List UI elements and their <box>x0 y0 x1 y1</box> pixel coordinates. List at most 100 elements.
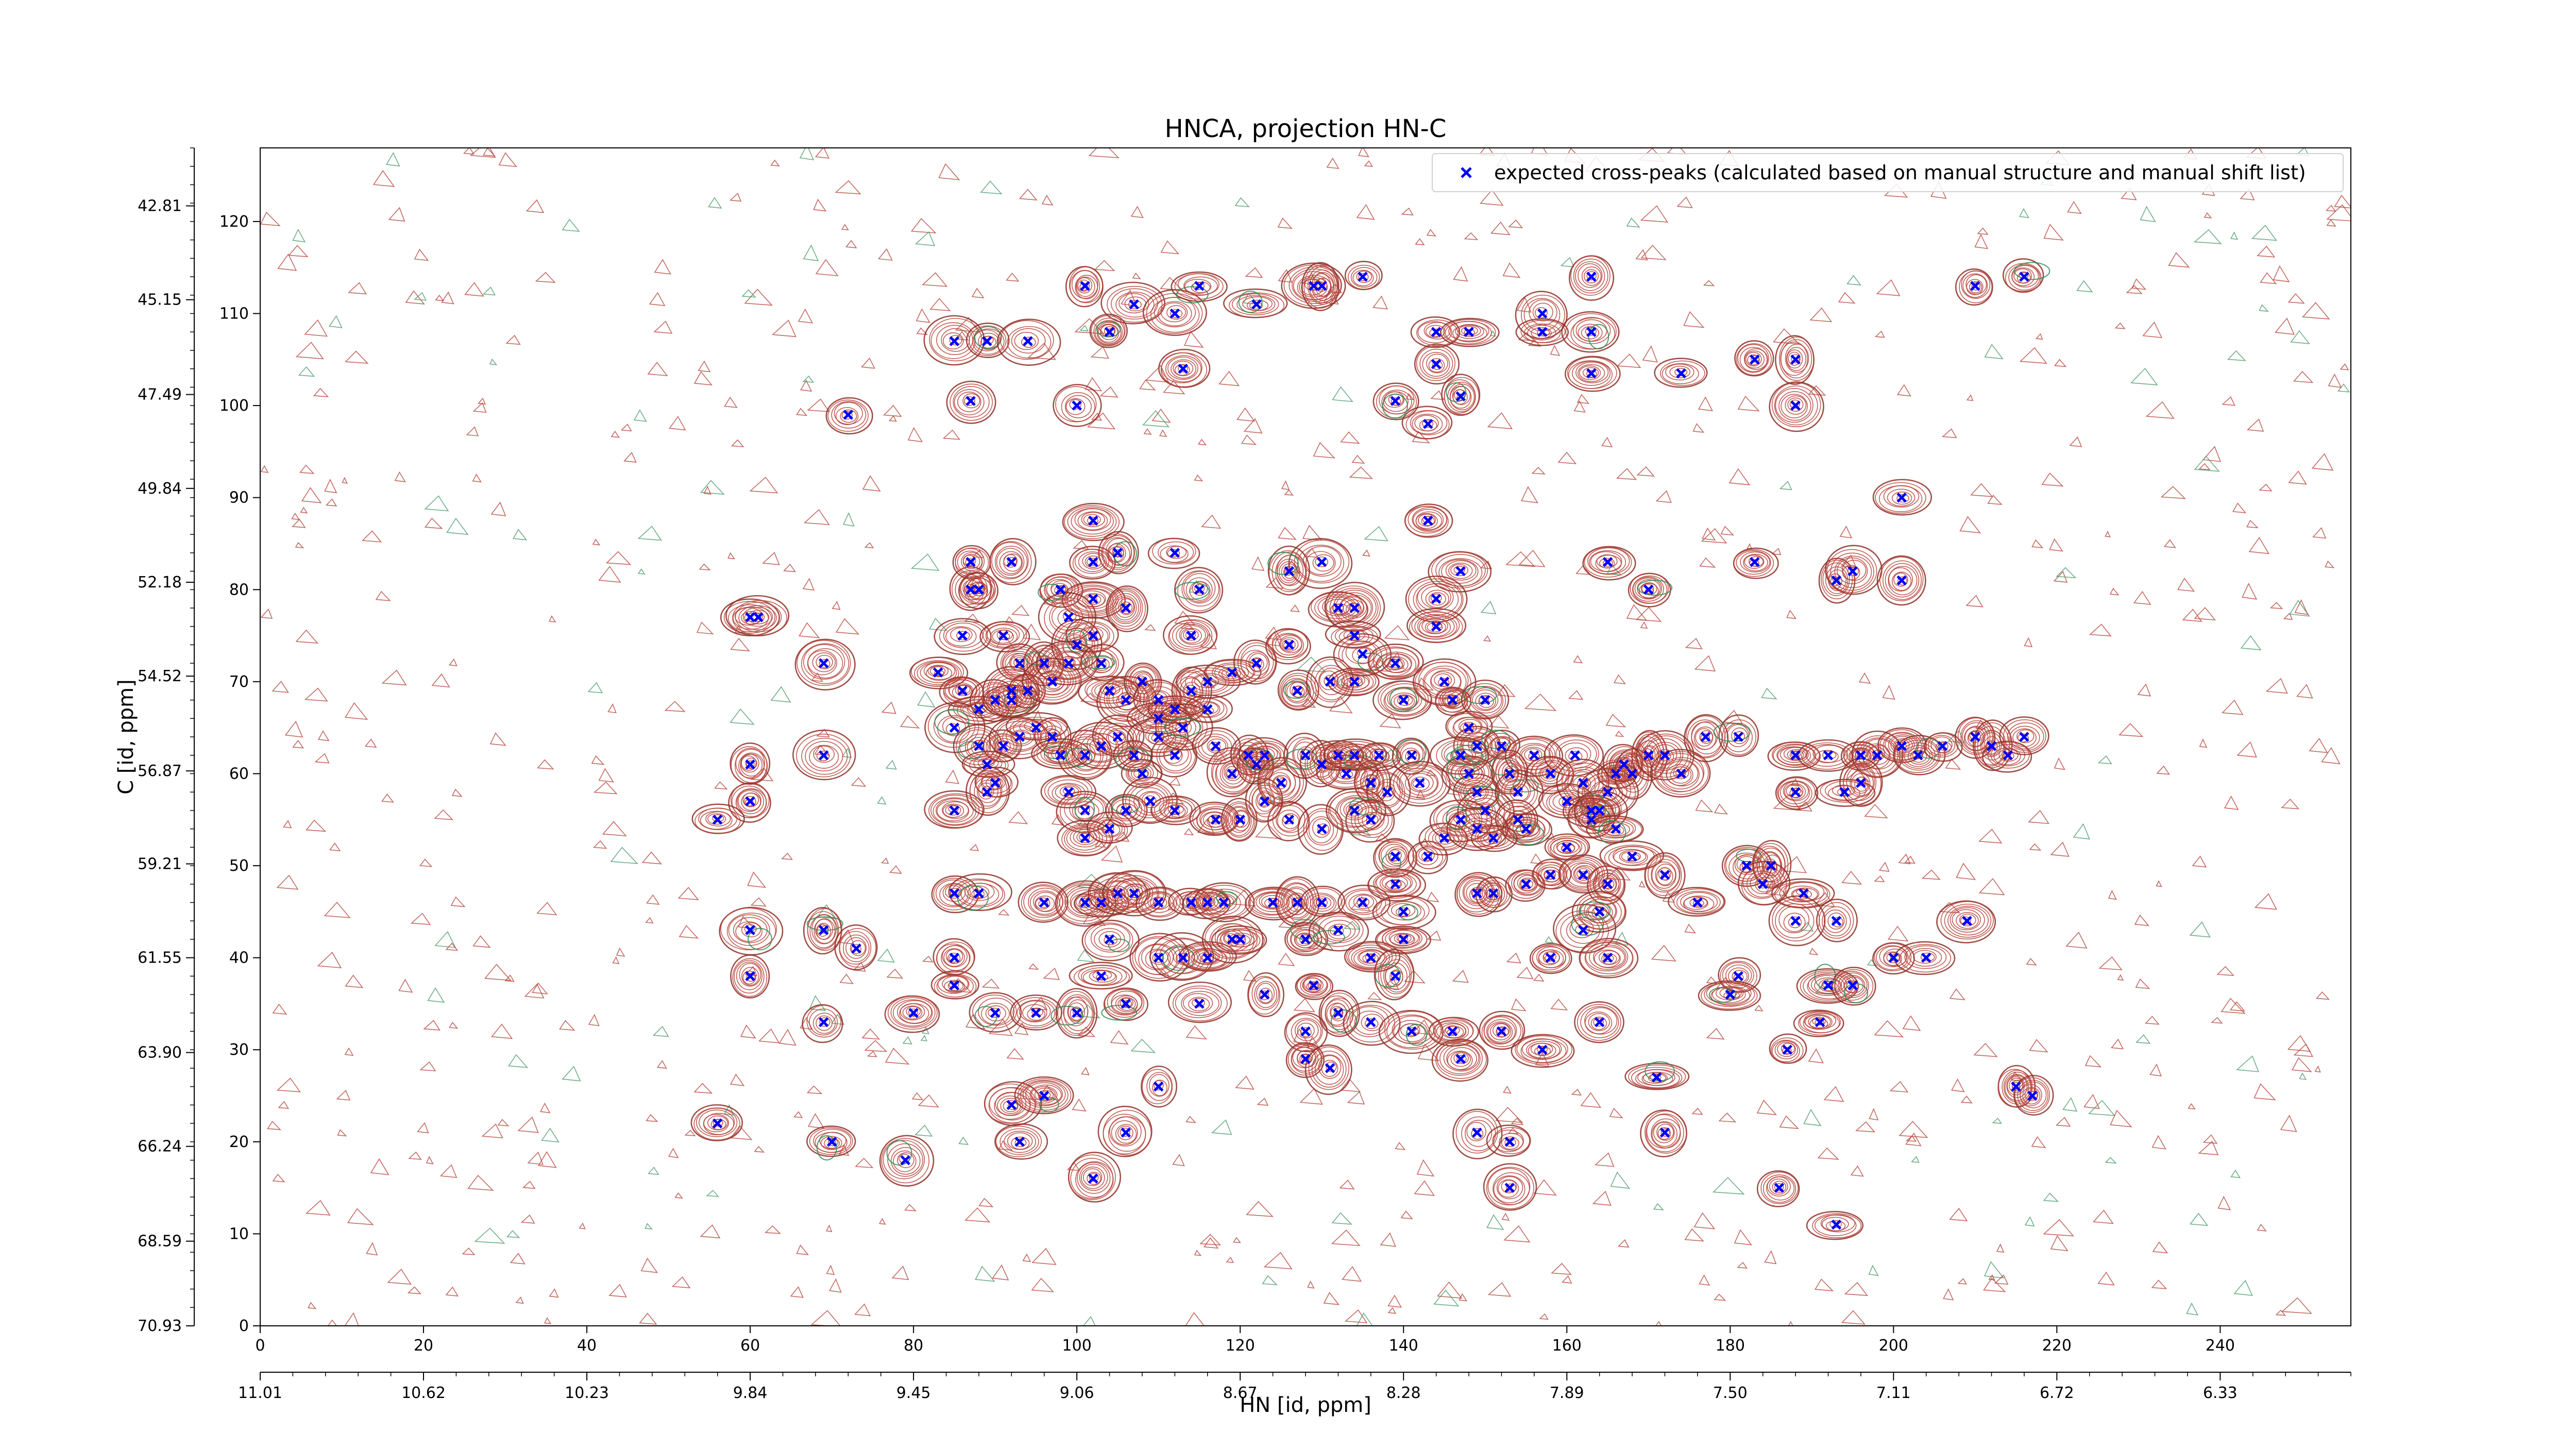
peak-contour <box>1321 1059 1338 1077</box>
noise-contour <box>1533 1179 1557 1196</box>
peak-contour <box>1028 887 1063 916</box>
cross-peak-point <box>2011 1081 2021 1092</box>
noise-contour <box>744 289 773 306</box>
cross-peak-point <box>1537 327 1548 337</box>
peak-contour <box>1090 923 1131 953</box>
noise-contour <box>342 477 348 484</box>
peak-contour <box>1637 579 1661 598</box>
y-ppm-tick-label: 66.24 <box>138 1138 182 1156</box>
peak-contour <box>1021 336 1036 348</box>
peak-contour <box>1314 665 1348 701</box>
peak-contour <box>1719 987 1742 999</box>
peak-contour <box>1176 624 1209 648</box>
noise-contour <box>284 720 303 738</box>
peak-contour <box>1386 880 1402 889</box>
peak-contour <box>1185 577 1213 602</box>
noise-contour <box>2254 893 2277 910</box>
noise-contour <box>1453 266 1468 282</box>
peak-contour <box>1345 641 1377 664</box>
negative-contour <box>1396 739 1427 764</box>
peak-contour <box>1720 961 1757 992</box>
cross-peak-point <box>1480 805 1490 816</box>
noise-contour <box>1539 1313 1549 1320</box>
peak-contour <box>1180 628 1202 644</box>
peak-contour <box>1362 953 1379 964</box>
peak-contour <box>1699 730 1713 744</box>
peak-contour <box>1736 856 1757 873</box>
spectrum-contours <box>260 148 2351 1326</box>
noise-contour <box>2291 1057 2312 1072</box>
noise-contour <box>992 1264 1009 1280</box>
cross-peak-point <box>1178 952 1188 963</box>
cross-peak-point <box>1006 695 1017 705</box>
noise-contour <box>864 542 874 549</box>
noise-contour <box>1699 557 1716 568</box>
noise-contour <box>2230 1169 2241 1178</box>
peak-contour <box>1645 738 1684 771</box>
noise-contour <box>524 983 545 999</box>
noise-contour <box>1185 1116 1197 1123</box>
noise-contour <box>2188 1103 2196 1110</box>
noise-contour <box>1405 393 1415 400</box>
peak-contour <box>1786 349 1803 369</box>
noise-contour <box>1014 1022 1029 1035</box>
noise-contour <box>703 485 711 495</box>
peak-contour <box>1087 558 1098 566</box>
peak-contour <box>1450 564 1468 577</box>
peak-contour <box>807 650 837 676</box>
noise-contour <box>1737 1261 1748 1269</box>
noise-contour <box>664 701 686 712</box>
noise-contour <box>1850 1165 1864 1177</box>
peak-contour <box>2016 272 2031 284</box>
cross-peak-point <box>1194 999 1205 1009</box>
peak-contour <box>948 981 959 988</box>
cross-peak-point <box>1210 741 1221 751</box>
noise-contour <box>727 552 735 560</box>
noise-contour <box>362 530 382 543</box>
peak-contour <box>1815 750 1839 764</box>
noise-contour <box>1635 606 1662 622</box>
noise-contour <box>1754 1004 1764 1012</box>
peak-contour <box>1057 990 1095 1036</box>
noise-contour <box>1400 1210 1413 1220</box>
noise-contour <box>2156 765 2171 775</box>
peak-contour <box>739 963 761 987</box>
noise-contour <box>449 1021 459 1029</box>
noise-contour <box>288 245 309 258</box>
peak-contour <box>1281 813 1299 829</box>
negative-contour <box>1113 541 1137 567</box>
peak-contour <box>1107 542 1130 566</box>
peak-contour <box>1413 509 1444 531</box>
peak-contour <box>1315 557 1329 567</box>
peak-contour <box>1155 703 1213 751</box>
peak-contour <box>1196 808 1233 833</box>
noise-contour <box>2140 206 2156 223</box>
noise-contour <box>2114 323 2126 329</box>
y-tick-label: 100 <box>219 397 249 415</box>
peak-contour <box>1111 990 1142 1014</box>
peak-contour <box>1121 694 1132 703</box>
cross-peak-point <box>990 1008 1001 1018</box>
peak-contour <box>1651 1121 1677 1147</box>
noise-contour <box>864 1040 888 1052</box>
noise-contour <box>1580 1092 1602 1108</box>
noise-contour <box>532 982 548 995</box>
cross-peak-point <box>2027 1090 2038 1101</box>
cross-peak-point <box>1333 925 1344 935</box>
noise-contour <box>2287 293 2305 304</box>
peak-contour <box>1480 832 1506 848</box>
noise-contour <box>783 564 796 572</box>
peak-contour <box>1149 1074 1170 1097</box>
peak-contour <box>1927 735 1956 756</box>
noise-contour <box>1814 892 1836 907</box>
peak-contour <box>1418 848 1435 862</box>
noise-contour <box>750 767 774 782</box>
noise-contour <box>2119 723 2144 737</box>
peak-contour <box>1450 1051 1471 1067</box>
peak-contour <box>1910 750 1927 763</box>
peak-contour <box>900 1003 925 1021</box>
peak-contour <box>1443 319 1496 345</box>
peak-contour <box>1634 577 1663 600</box>
peak-contour <box>1822 751 1837 760</box>
peak-contour <box>1893 738 1913 753</box>
